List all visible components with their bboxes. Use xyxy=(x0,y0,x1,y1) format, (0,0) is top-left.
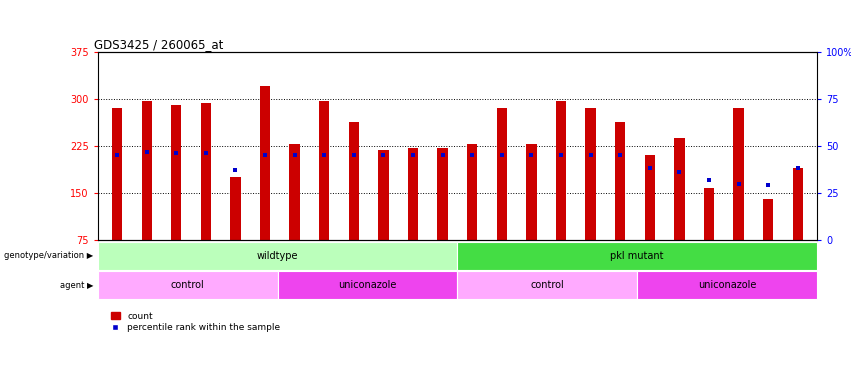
Bar xyxy=(349,122,359,240)
Bar xyxy=(585,108,596,240)
Bar xyxy=(112,108,123,240)
Bar xyxy=(458,242,817,270)
Bar xyxy=(260,86,271,240)
Bar xyxy=(98,271,277,299)
Bar xyxy=(615,122,625,240)
Bar xyxy=(141,101,151,240)
Bar xyxy=(277,271,457,299)
Text: agent ▶: agent ▶ xyxy=(60,281,94,290)
Bar xyxy=(98,242,458,270)
Text: pkl mutant: pkl mutant xyxy=(610,251,664,261)
Bar xyxy=(467,144,477,240)
Bar xyxy=(734,108,744,240)
Legend: count, percentile rank within the sample: count, percentile rank within the sample xyxy=(111,311,280,332)
Bar xyxy=(704,188,714,240)
Bar xyxy=(497,108,507,240)
Bar xyxy=(437,148,448,240)
Bar xyxy=(674,138,684,240)
Text: genotype/variation ▶: genotype/variation ▶ xyxy=(4,251,94,260)
Bar xyxy=(637,271,817,299)
Bar xyxy=(231,177,241,240)
Text: control: control xyxy=(171,280,204,290)
Bar xyxy=(201,103,211,240)
Bar xyxy=(289,144,300,240)
Bar xyxy=(458,271,637,299)
Bar xyxy=(556,101,566,240)
Bar xyxy=(644,156,655,240)
Bar xyxy=(378,150,389,240)
Bar xyxy=(526,144,537,240)
Text: uniconazole: uniconazole xyxy=(339,280,397,290)
Bar xyxy=(408,148,418,240)
Bar xyxy=(319,101,329,240)
Bar xyxy=(763,199,774,240)
Text: wildtype: wildtype xyxy=(257,251,299,261)
Text: control: control xyxy=(530,280,564,290)
Bar xyxy=(171,105,181,240)
Text: uniconazole: uniconazole xyxy=(698,280,757,290)
Text: GDS3425 / 260065_at: GDS3425 / 260065_at xyxy=(94,38,224,51)
Bar xyxy=(792,168,802,240)
